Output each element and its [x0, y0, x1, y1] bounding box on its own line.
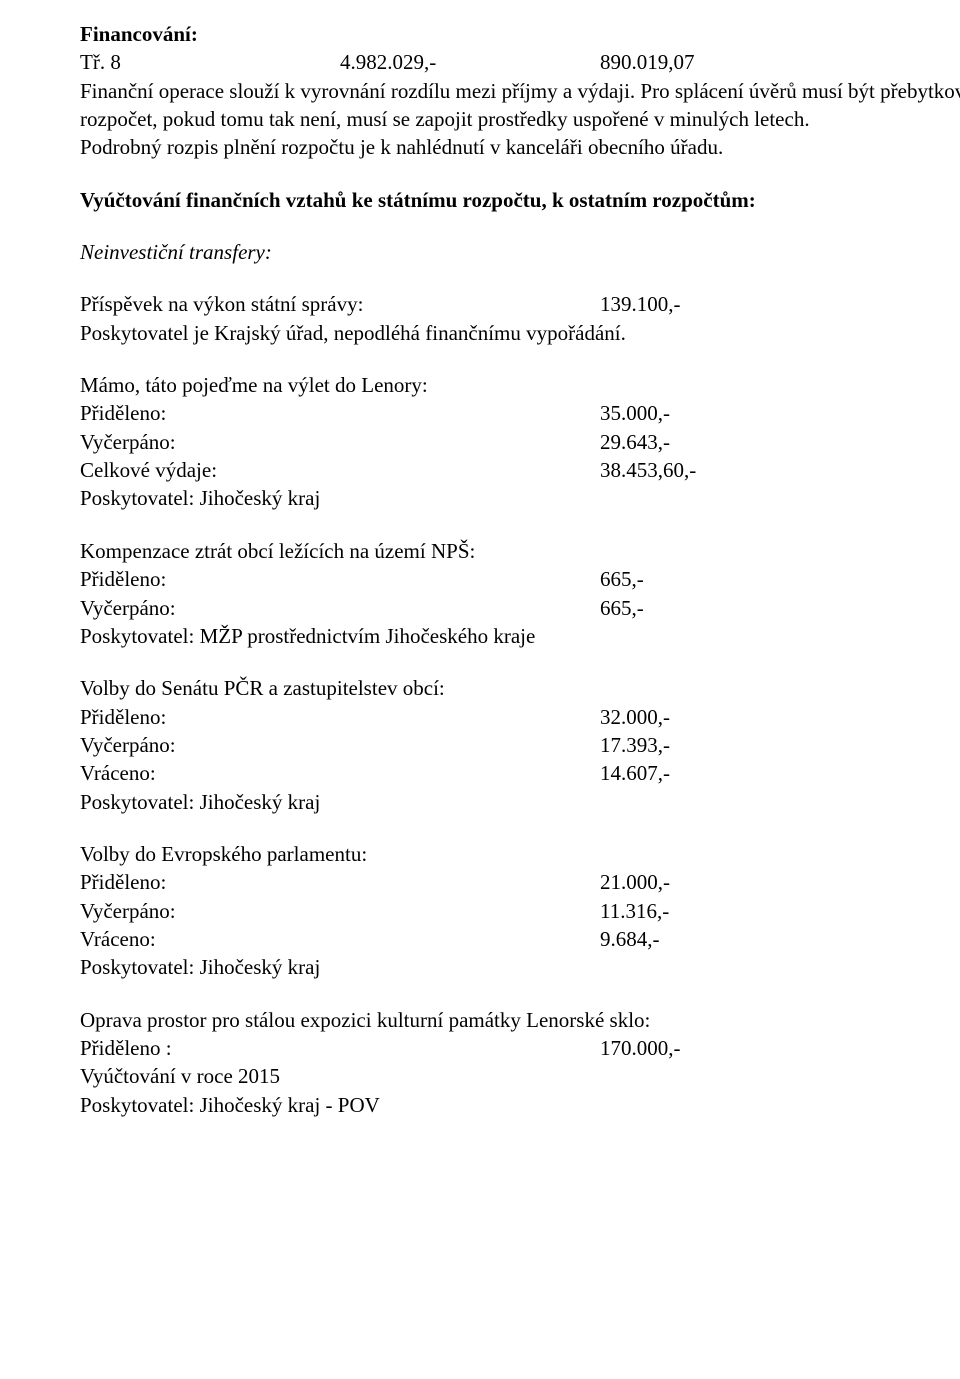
financing-tr8-val2: 890.019,07 — [600, 48, 695, 76]
kompenzace-provider: Poskytovatel: MŽP prostřednictvím Jihoče… — [80, 622, 960, 650]
volby-senat-provider: Poskytovatel: Jihočeský kraj — [80, 788, 960, 816]
mamo-provider: Poskytovatel: Jihočeský kraj — [80, 484, 960, 512]
row-label: Vyčerpáno: — [80, 731, 600, 759]
row-label: Vráceno: — [80, 759, 600, 787]
financing-paragraph-1: Finanční operace slouží k vyrovnání rozd… — [80, 77, 960, 134]
row-label: Vráceno: — [80, 925, 600, 953]
table-row: Přiděleno : 170.000,- — [80, 1034, 960, 1062]
row-label: Vyčerpáno: — [80, 897, 600, 925]
table-row: Přiděleno: 665,- — [80, 565, 960, 593]
oprava-title: Oprava prostor pro stálou expozici kultu… — [80, 1006, 960, 1034]
row-value: 32.000,- — [600, 703, 670, 731]
prispevek-note: Poskytovatel je Krajský úřad, nepodléhá … — [80, 319, 960, 347]
row-label: Přiděleno: — [80, 399, 600, 427]
prispevek-label: Příspěvek na výkon státní správy: — [80, 290, 600, 318]
table-row: Přiděleno: 35.000,- — [80, 399, 960, 427]
oprava-note: Vyúčtování v roce 2015 — [80, 1062, 960, 1090]
table-row: Vyčerpáno: 29.643,- — [80, 428, 960, 456]
financing-tr8-row: Tř. 8 4.982.029,- 890.019,07 — [80, 48, 960, 76]
volby-ep-provider: Poskytovatel: Jihočeský kraj — [80, 953, 960, 981]
row-value: 665,- — [600, 565, 644, 593]
table-row: Vráceno: 14.607,- — [80, 759, 960, 787]
row-value: 38.453,60,- — [600, 456, 696, 484]
row-value: 665,- — [600, 594, 644, 622]
kompenzace-title: Kompenzace ztrát obcí ležících na území … — [80, 537, 960, 565]
noninvest-heading: Neinvestiční transfery: — [80, 238, 960, 266]
table-row: Přiděleno: 21.000,- — [80, 868, 960, 896]
financing-tr8-val1: 4.982.029,- — [340, 48, 600, 76]
row-value: 21.000,- — [600, 868, 670, 896]
settlement-heading: Vyúčtování finančních vztahů ke státnímu… — [80, 186, 960, 214]
row-value: 9.684,- — [600, 925, 660, 953]
table-row: Celkové výdaje: 38.453,60,- — [80, 456, 960, 484]
prispevek-row: Příspěvek na výkon státní správy: 139.10… — [80, 290, 960, 318]
row-value: 35.000,- — [600, 399, 670, 427]
row-value: 11.316,- — [600, 897, 669, 925]
table-row: Přiděleno: 32.000,- — [80, 703, 960, 731]
row-label: Přiděleno : — [80, 1034, 600, 1062]
volby-ep-title: Volby do Evropského parlamentu: — [80, 840, 960, 868]
row-label: Vyčerpáno: — [80, 594, 600, 622]
table-row: Vyčerpáno: 11.316,- — [80, 897, 960, 925]
mamo-title: Mámo, táto pojeďme na výlet do Lenory: — [80, 371, 960, 399]
row-label: Vyčerpáno: — [80, 428, 600, 456]
prispevek-value: 139.100,- — [600, 290, 681, 318]
table-row: Vráceno: 9.684,- — [80, 925, 960, 953]
row-label: Přiděleno: — [80, 868, 600, 896]
table-row: Vyčerpáno: 17.393,- — [80, 731, 960, 759]
row-label: Přiděleno: — [80, 565, 600, 593]
row-label: Celkové výdaje: — [80, 456, 600, 484]
financing-paragraph-2: Podrobný rozpis plnění rozpočtu je k nah… — [80, 133, 960, 161]
row-value: 14.607,- — [600, 759, 670, 787]
financing-tr8-label: Tř. 8 — [80, 48, 340, 76]
financing-heading: Financování: — [80, 20, 960, 48]
row-label: Přiděleno: — [80, 703, 600, 731]
row-value: 170.000,- — [600, 1034, 681, 1062]
row-value: 29.643,- — [600, 428, 670, 456]
volby-senat-title: Volby do Senátu PČR a zastupitelstev obc… — [80, 674, 960, 702]
row-value: 17.393,- — [600, 731, 670, 759]
table-row: Vyčerpáno: 665,- — [80, 594, 960, 622]
oprava-provider: Poskytovatel: Jihočeský kraj - POV — [80, 1091, 960, 1119]
